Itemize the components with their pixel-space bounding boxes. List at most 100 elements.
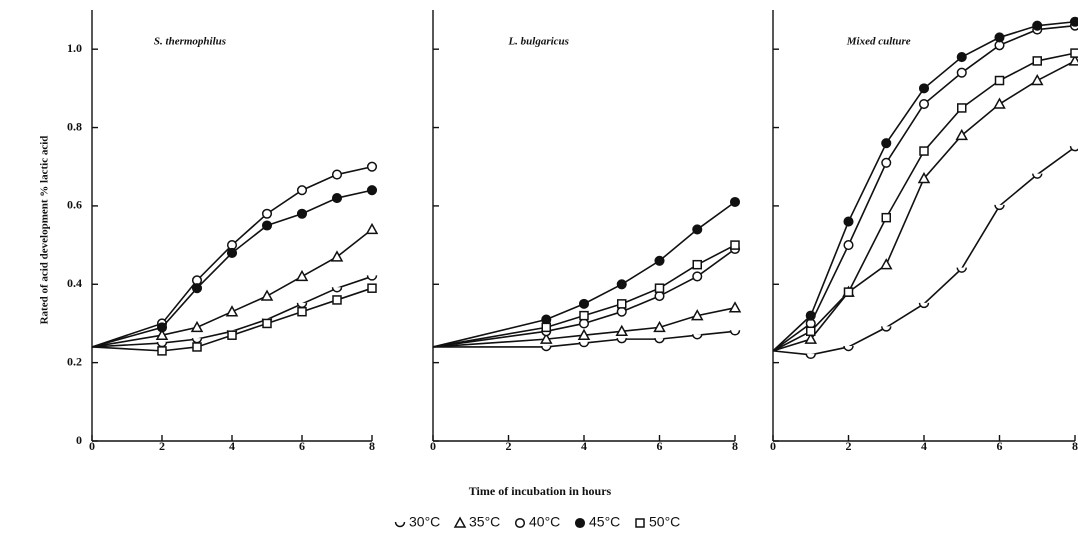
legend-label: 40°C xyxy=(529,514,560,530)
point xyxy=(617,299,627,309)
point xyxy=(366,185,378,196)
point xyxy=(956,267,967,273)
point xyxy=(730,240,740,250)
point xyxy=(692,259,702,270)
point xyxy=(881,212,891,223)
point xyxy=(881,326,892,332)
x-tick-label: 8 xyxy=(1072,439,1078,453)
point xyxy=(690,309,704,321)
point xyxy=(156,322,168,333)
line xyxy=(91,275,373,348)
point xyxy=(616,279,627,290)
point xyxy=(729,196,741,208)
x-axis-label: Time of incubation in hours xyxy=(469,484,612,498)
line xyxy=(91,287,373,352)
point xyxy=(156,341,168,348)
point xyxy=(296,185,308,196)
point xyxy=(881,138,892,149)
point xyxy=(227,330,237,340)
y-tick-label: 0.6 xyxy=(67,198,82,212)
point xyxy=(1032,20,1043,31)
point xyxy=(994,32,1005,43)
line xyxy=(91,228,373,348)
point xyxy=(262,318,272,329)
x-tick-label: 0 xyxy=(89,439,95,453)
x-tick-label: 8 xyxy=(732,439,738,453)
point xyxy=(654,290,665,302)
point xyxy=(577,328,591,340)
legend-label: 30°C xyxy=(409,514,440,530)
line xyxy=(772,20,1076,352)
point xyxy=(295,269,309,282)
point xyxy=(578,318,590,329)
x-tick-label: 4 xyxy=(921,439,927,453)
point xyxy=(541,314,552,325)
point xyxy=(191,283,203,294)
x-tick-label: 4 xyxy=(229,439,235,453)
point xyxy=(541,322,551,333)
panel-title: S. thermophilus xyxy=(154,36,226,48)
legend-marker xyxy=(635,518,645,528)
x-tick-label: 4 xyxy=(581,439,587,453)
point xyxy=(296,208,308,219)
point xyxy=(225,305,239,317)
point xyxy=(260,289,274,301)
point xyxy=(332,295,342,305)
point xyxy=(843,287,854,297)
line xyxy=(91,189,373,348)
point xyxy=(579,310,589,321)
point xyxy=(190,320,204,333)
point xyxy=(366,161,378,172)
point xyxy=(1030,73,1044,86)
point xyxy=(993,97,1006,109)
point xyxy=(261,220,273,231)
point xyxy=(994,75,1005,86)
point xyxy=(843,216,854,227)
point xyxy=(155,328,169,340)
point xyxy=(366,275,378,281)
legend-marker xyxy=(453,516,467,528)
point xyxy=(297,306,307,317)
point xyxy=(881,157,892,168)
x-tick-label: 0 xyxy=(430,439,436,453)
point xyxy=(955,128,969,141)
point xyxy=(616,337,627,344)
point xyxy=(539,332,553,344)
point xyxy=(296,302,308,309)
legend-marker xyxy=(514,517,526,529)
y-axis-label: Rated of acid development % lactic acid xyxy=(39,136,51,325)
point xyxy=(805,353,816,360)
point xyxy=(918,98,930,110)
legend-marker xyxy=(394,521,406,528)
point xyxy=(330,250,344,262)
legend-label: 45°C xyxy=(589,514,620,530)
point xyxy=(616,306,627,317)
point xyxy=(692,224,703,235)
point xyxy=(919,146,929,156)
point xyxy=(654,337,665,344)
x-tick-label: 6 xyxy=(299,439,305,453)
panel-title: L. bulgaricus xyxy=(507,36,569,48)
y-tick-label: 0 xyxy=(76,433,82,447)
legend-label: 35°C xyxy=(469,514,500,530)
point xyxy=(957,103,967,113)
point xyxy=(843,240,854,251)
y-tick-label: 0.8 xyxy=(67,119,82,133)
y-tick-label: 0.4 xyxy=(67,276,82,290)
point xyxy=(331,287,343,293)
point xyxy=(805,310,816,321)
point xyxy=(1069,146,1078,152)
point xyxy=(1032,173,1043,179)
point xyxy=(367,283,377,293)
point xyxy=(578,341,590,348)
point xyxy=(192,342,202,352)
point xyxy=(804,332,818,344)
x-tick-label: 6 xyxy=(997,439,1003,453)
panel-title: Mixed culture xyxy=(846,36,911,48)
point xyxy=(956,51,967,63)
x-tick-label: 2 xyxy=(846,439,852,453)
point xyxy=(578,298,590,309)
x-tick-label: 6 xyxy=(657,439,663,453)
point xyxy=(728,301,742,313)
